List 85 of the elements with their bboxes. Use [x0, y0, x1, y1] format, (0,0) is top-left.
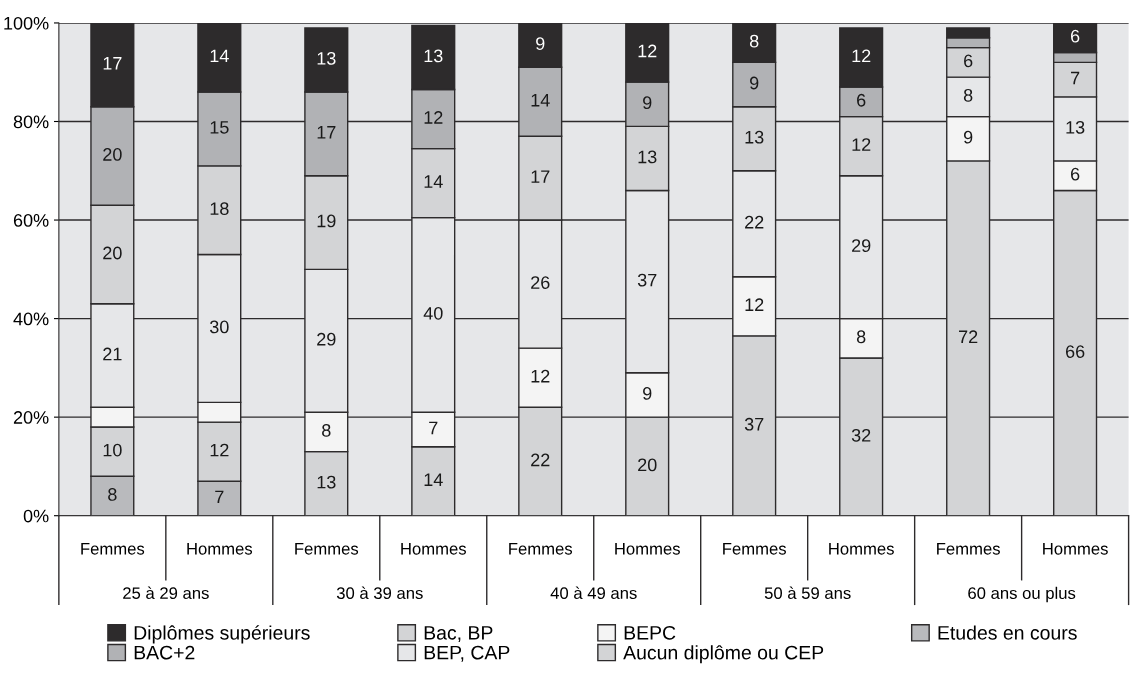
data-label: 6: [1071, 167, 1080, 181]
y-tick-label: 0%: [23, 509, 49, 523]
data-label: 66: [1065, 345, 1085, 358]
text: 60 ans ou plus: [968, 586, 1076, 603]
data-label: 12: [638, 44, 657, 58]
y-tick-label: 80%: [13, 115, 49, 129]
data-label: 32: [851, 428, 871, 442]
data-label: 13: [317, 51, 336, 65]
text: 50 à 59 ans: [764, 586, 851, 600]
data-label: 7: [1071, 71, 1080, 85]
x-tick-label: Femmes: [937, 543, 1000, 555]
data-label: 8: [108, 488, 117, 501]
data-label: 12: [852, 49, 871, 63]
data-label: 6: [1071, 29, 1080, 43]
data-label: 13: [424, 49, 443, 63]
legend-label: BAC+2: [134, 645, 195, 660]
x-tick-label: Hommes: [1043, 543, 1108, 555]
data-label: 37: [637, 273, 657, 287]
data-label: 9: [536, 37, 545, 50]
data-label: 37: [744, 417, 764, 431]
y-tick-label: 40%: [13, 312, 49, 326]
x-tick-label: Femmes: [509, 543, 573, 555]
data-label: 20: [103, 148, 122, 161]
data-label: 9: [643, 387, 652, 400]
data-label: 13: [317, 475, 336, 489]
x-tick-label: Hommes: [401, 543, 467, 555]
data-label: 17: [103, 57, 122, 70]
data-label: 20: [103, 246, 122, 260]
data-label: 15: [210, 121, 229, 134]
data-label: 6: [964, 54, 973, 68]
y-tick-label: 60%: [13, 213, 49, 227]
data-label: 26: [531, 276, 550, 289]
legend-label: Aucun diplôme ou CEP: [623, 645, 824, 664]
data-label: 40: [423, 306, 443, 320]
data-label: 8: [963, 88, 973, 102]
data-label: 13: [638, 150, 657, 164]
data-label: 8: [322, 423, 331, 437]
data-label: 18: [210, 202, 229, 216]
legend-label: Etudes en cours: [938, 625, 1077, 640]
data-label: 9: [643, 96, 652, 110]
y-tick-label: 100%: [4, 16, 49, 30]
data-label: 29: [852, 239, 871, 252]
data-label: 6: [857, 93, 866, 107]
x-tick-label: Hommes: [187, 543, 253, 555]
legend-label: Diplômes supérieurs: [134, 625, 310, 644]
x-tick-label: Femmes: [295, 543, 359, 555]
data-label: 9: [963, 130, 973, 144]
data-label: 12: [852, 138, 871, 151]
data-label: 9: [750, 76, 759, 90]
data-label: 8: [749, 34, 759, 48]
data-label: 19: [317, 214, 336, 228]
x-tick-label: Femmes: [81, 543, 145, 555]
data-label: 10: [103, 443, 122, 457]
data-label: 12: [531, 369, 550, 383]
x-tick-label: Hommes: [615, 543, 680, 555]
data-label: 22: [531, 453, 550, 467]
data-label: 8: [856, 330, 866, 344]
y-tick-label: 20%: [13, 411, 49, 424]
data-label: 72: [959, 330, 978, 343]
text: 25 à 29 ans: [123, 586, 209, 600]
text: 40 à 49 ans: [550, 586, 637, 600]
legend-label: BEP, CAP: [424, 645, 510, 662]
data-label: 14: [424, 473, 443, 486]
legend-label: Bac, BP: [424, 626, 493, 642]
data-label: 29: [317, 332, 336, 346]
data-label: 7: [215, 490, 224, 504]
data-label: 12: [424, 111, 443, 124]
data-label: 14: [531, 94, 550, 107]
text: 30 à 39 ans: [336, 586, 423, 600]
x-tick-label: Femmes: [723, 543, 787, 555]
data-label: 17: [317, 126, 336, 139]
data-label: 14: [424, 175, 443, 188]
data-label: 30: [209, 320, 229, 334]
data-label: 13: [1066, 120, 1085, 134]
legend-label: BEPC: [624, 625, 676, 640]
x-tick-label: Hommes: [829, 543, 894, 555]
data-label: 12: [745, 298, 764, 311]
data-label: 14: [210, 49, 229, 63]
data-label: 22: [745, 215, 764, 229]
data-label: 17: [531, 170, 550, 183]
data-label: 20: [638, 458, 657, 472]
data-label: 21: [103, 347, 122, 361]
data-label: 7: [429, 421, 438, 435]
data-label: 12: [210, 443, 229, 457]
data-label: 13: [745, 130, 764, 144]
